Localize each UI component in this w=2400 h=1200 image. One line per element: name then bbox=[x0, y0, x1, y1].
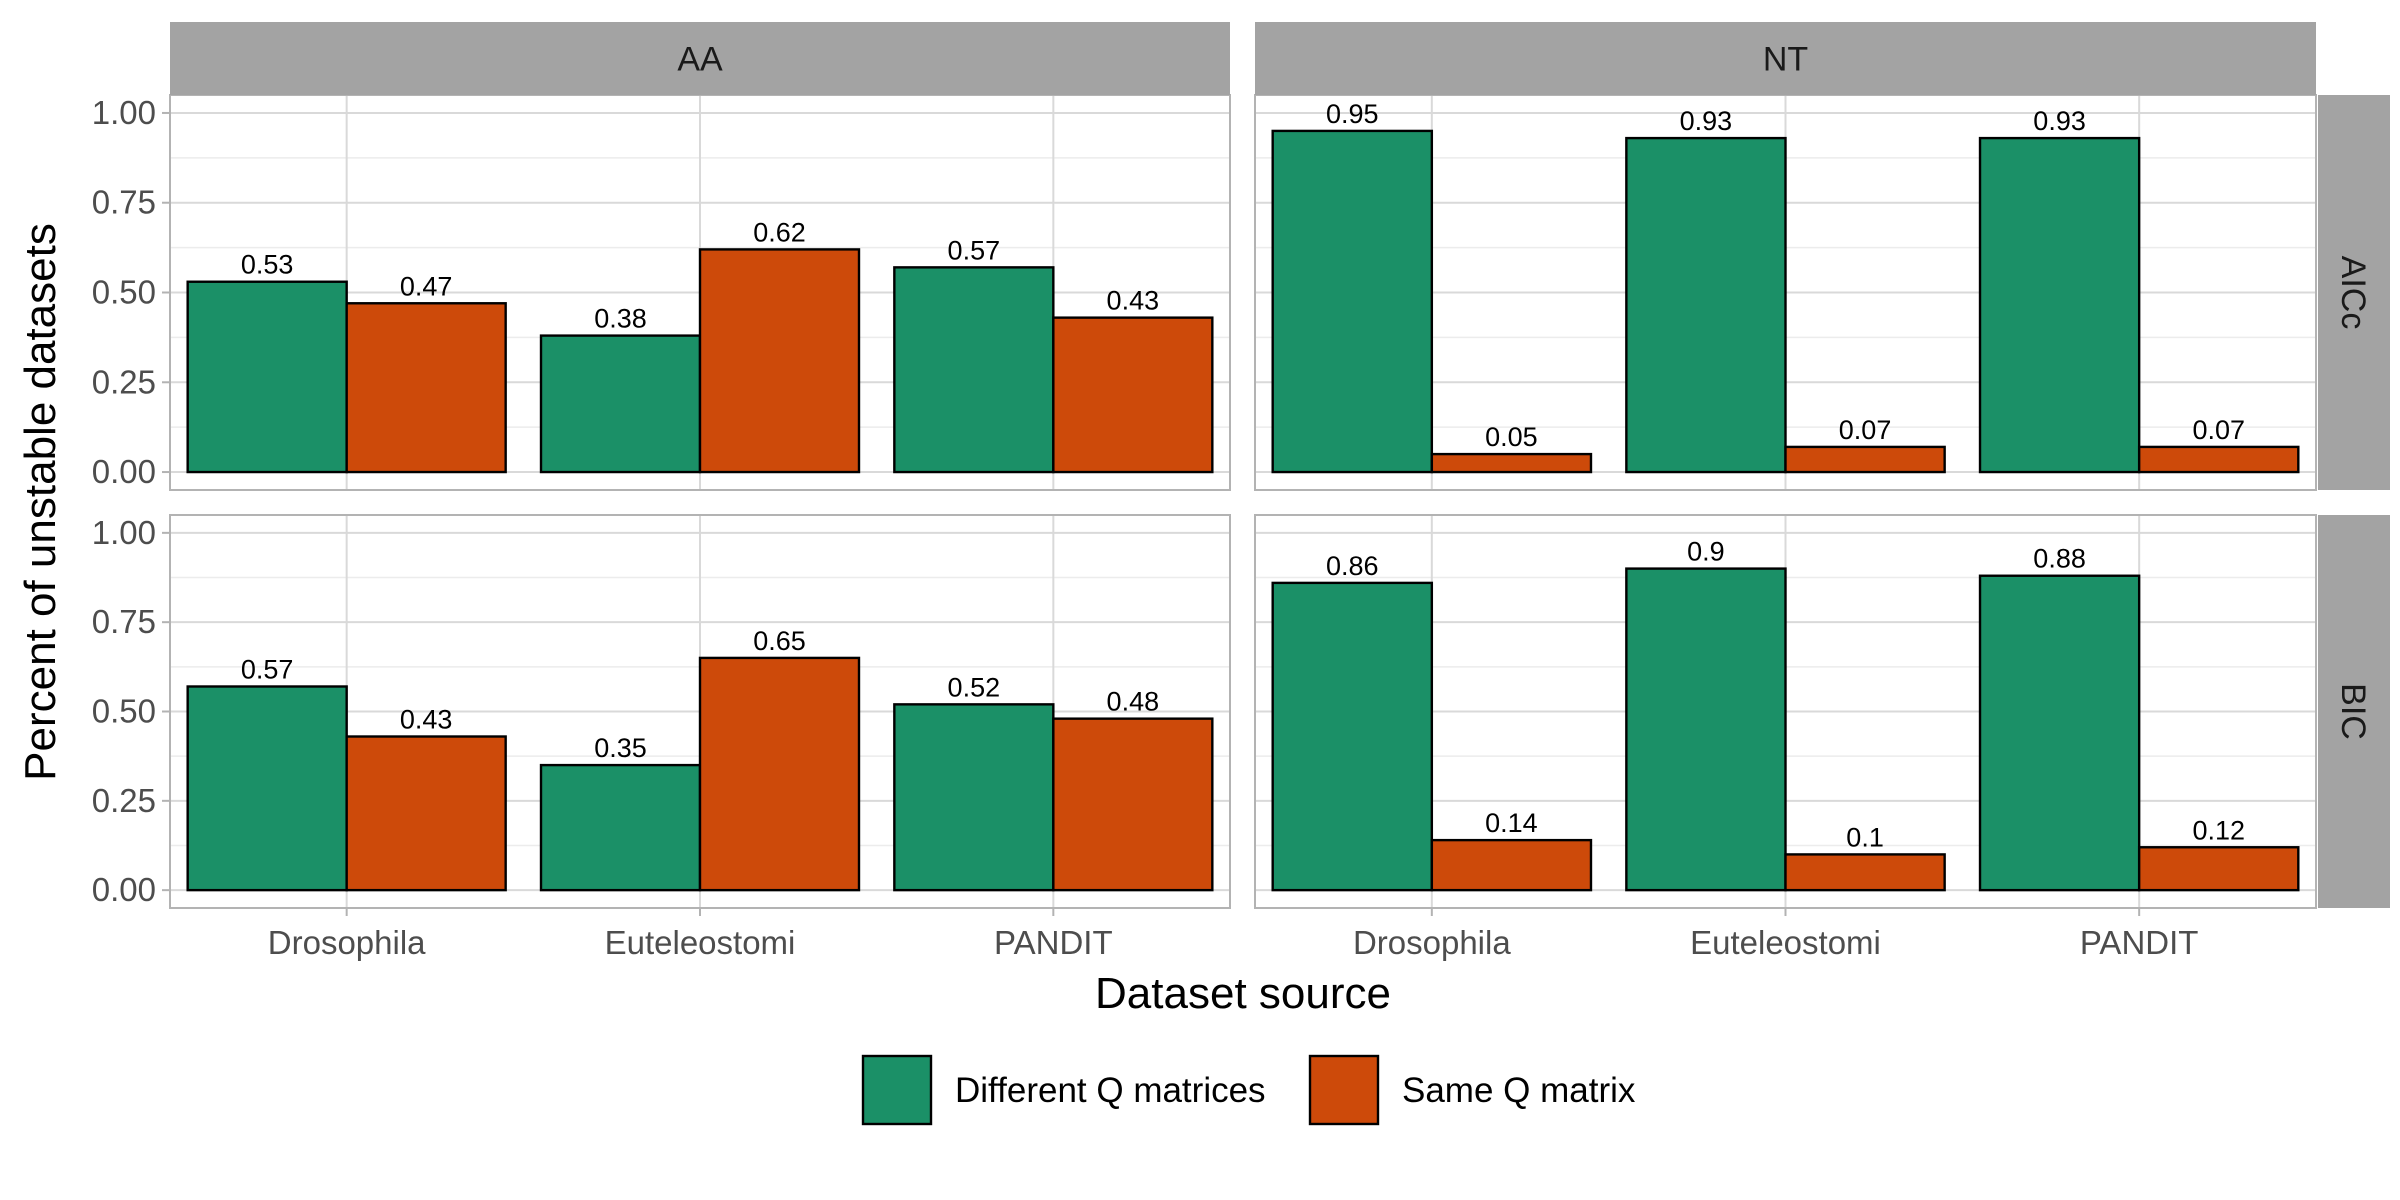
bar-different-q-matrices-drosophila bbox=[186, 685, 348, 892]
bar-data-label: 0.57 bbox=[241, 654, 294, 684]
y-tick-label: 1.00 bbox=[92, 94, 156, 131]
bar-data-label: 0.43 bbox=[1107, 286, 1160, 316]
bar-same-q-matrix-pandit bbox=[1052, 316, 1214, 474]
y-tick-label: 0.50 bbox=[92, 274, 156, 311]
panel-nt-bic: 0.86 0.14 0.9 0.1 0.88 0.12 bbox=[1254, 514, 2317, 909]
bar-different-q-matrices-pandit bbox=[1978, 136, 2141, 474]
bar-same-q-matrix-drosophila bbox=[345, 302, 507, 474]
bar-data-label: 0.05 bbox=[1485, 422, 1538, 452]
bar-data-label: 0.95 bbox=[1326, 99, 1379, 129]
row-strip-label: BIC bbox=[2334, 683, 2372, 740]
y-tick-label: 0.00 bbox=[92, 871, 156, 908]
bar-data-label: 0.86 bbox=[1326, 551, 1379, 581]
bar-data-label: 0.48 bbox=[1107, 687, 1160, 717]
bar-data-label: 0.07 bbox=[2192, 415, 2245, 445]
bar-different-q-matrices-pandit bbox=[893, 703, 1055, 892]
legend-key bbox=[861, 1054, 933, 1126]
bar-same-q-matrix-euteleostomi bbox=[698, 656, 861, 892]
bar-different-q-matrices-drosophila bbox=[186, 280, 348, 474]
row-strip bbox=[2318, 515, 2390, 908]
bar-different-q-matrices-euteleostomi bbox=[1625, 567, 1787, 892]
facet-strips: AA NT AICc BIC bbox=[170, 22, 2390, 908]
legend: Different Q matrices Same Q matrix bbox=[861, 1054, 1636, 1126]
bar-data-label: 0.62 bbox=[753, 217, 806, 247]
x-axis-title: Dataset source bbox=[1095, 969, 1391, 1018]
bar-same-q-matrix-euteleostomi bbox=[1784, 445, 1946, 474]
bar-data-label: 0.93 bbox=[1680, 106, 1733, 136]
x-tick-label: Euteleostomi bbox=[605, 924, 796, 961]
bar-same-q-matrix-euteleostomi bbox=[698, 248, 861, 474]
y-tick-label: 0.25 bbox=[92, 363, 156, 400]
bar-same-q-matrix-drosophila bbox=[1430, 452, 1593, 474]
y-tick-label: 0.75 bbox=[92, 184, 156, 221]
x-tick-label: PANDIT bbox=[994, 924, 1113, 961]
y-axis-ticks: 0.00 0.25 0.50 0.75 1.00 0.00 0.25 0.50 0.75 1.00 bbox=[92, 94, 170, 908]
panels-layer: 0.53 0.47 0.38 0.62 0.57 0.43 0.95 0.05 0.93 0.07… bbox=[169, 94, 2317, 909]
bar-different-q-matrices-drosophila bbox=[1271, 129, 1434, 474]
bar-data-label: 0.52 bbox=[948, 672, 1001, 702]
bar-same-q-matrix-euteleostomi bbox=[1784, 853, 1946, 892]
x-axis-ticks: Drosophila Euteleostomi PANDIT Drosophila Eu… bbox=[268, 908, 2199, 961]
bar-same-q-matrix-drosophila bbox=[1430, 838, 1593, 892]
bar-data-label: 0.57 bbox=[948, 235, 1001, 265]
bar-data-label: 0.53 bbox=[241, 250, 294, 280]
y-tick-label: 1.00 bbox=[92, 514, 156, 551]
x-tick-label: Euteleostomi bbox=[1690, 924, 1881, 961]
x-tick-label: Drosophila bbox=[1353, 924, 1511, 961]
bar-data-label: 0.14 bbox=[1485, 808, 1538, 838]
bar-same-q-matrix-pandit bbox=[2137, 846, 2300, 892]
bar-data-label: 0.88 bbox=[2033, 544, 2086, 574]
bar-different-q-matrices-euteleostomi bbox=[1625, 136, 1787, 474]
y-axis-title: Percent of unstable datasets bbox=[16, 223, 65, 781]
x-tick-label: PANDIT bbox=[2080, 924, 2199, 961]
column-strip bbox=[170, 22, 1230, 95]
column-strip-label: AA bbox=[677, 41, 723, 79]
panel-nt-aicc: 0.95 0.05 0.93 0.07 0.93 0.07 bbox=[1254, 94, 2317, 491]
bar-data-label: 0.65 bbox=[753, 626, 806, 656]
bar-data-label: 0.9 bbox=[1687, 537, 1725, 567]
bar-data-label: 0.43 bbox=[400, 705, 453, 735]
y-tick-label: 0.50 bbox=[92, 693, 156, 730]
y-tick-label: 0.00 bbox=[92, 453, 156, 490]
bar-different-q-matrices-euteleostomi bbox=[539, 763, 702, 892]
bar-data-label: 0.47 bbox=[400, 271, 453, 301]
bar-same-q-matrix-drosophila bbox=[345, 735, 507, 892]
panel-aa-aicc: 0.53 0.47 0.38 0.62 0.57 0.43 bbox=[169, 94, 1231, 491]
y-tick-label: 0.75 bbox=[92, 603, 156, 640]
column-strip bbox=[1255, 22, 2316, 95]
bar-data-label: 0.1 bbox=[1846, 822, 1884, 852]
bar-data-label: 0.38 bbox=[594, 304, 647, 334]
bar-data-label: 0.12 bbox=[2192, 815, 2245, 845]
bar-different-q-matrices-drosophila bbox=[1271, 581, 1434, 892]
legend-label: Same Q matrix bbox=[1402, 1071, 1636, 1110]
panel-aa-bic: 0.57 0.43 0.35 0.65 0.52 0.48 bbox=[169, 514, 1231, 909]
column-strip-label: NT bbox=[1763, 41, 1808, 79]
bar-different-q-matrices-pandit bbox=[893, 266, 1055, 474]
bar-data-label: 0.93 bbox=[2033, 106, 2086, 136]
bar-same-q-matrix-pandit bbox=[2137, 445, 2300, 474]
row-strip-label: AICc bbox=[2334, 256, 2372, 330]
bar-different-q-matrices-euteleostomi bbox=[539, 334, 702, 474]
row-strip bbox=[2318, 95, 2390, 490]
x-tick-label: Drosophila bbox=[268, 924, 426, 961]
legend-key bbox=[1308, 1054, 1380, 1126]
bar-data-label: 0.35 bbox=[594, 733, 647, 763]
bar-same-q-matrix-pandit bbox=[1052, 717, 1214, 892]
y-tick-label: 0.25 bbox=[92, 782, 156, 819]
bar-different-q-matrices-pandit bbox=[1978, 574, 2141, 892]
legend-label: Different Q matrices bbox=[955, 1071, 1266, 1110]
bar-data-label: 0.07 bbox=[1839, 415, 1892, 445]
